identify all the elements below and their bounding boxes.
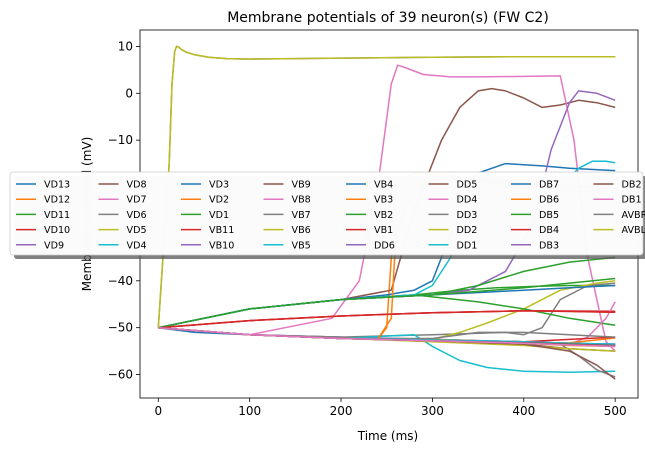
- x-tick-label: 400: [512, 404, 535, 418]
- legend-label: VD4: [127, 240, 147, 251]
- x-axis-label: Time (ms): [357, 429, 419, 443]
- y-tick-label: −60: [108, 368, 133, 382]
- y-axis: 100−10−20−30−40−50−60: [108, 39, 140, 382]
- legend-items: VD13 VD12 VD11 VD10 VD9 VD8 VD7 VD6 VD5 VD4 VD3 VD2…: [16, 180, 645, 251]
- legend-label: VD11: [44, 210, 70, 221]
- legend-label: DB1: [622, 195, 642, 206]
- legend-label: DB3: [539, 240, 559, 251]
- legend-label: VB2: [374, 210, 393, 221]
- x-tick-label: 300: [421, 404, 444, 418]
- legend-label: DD4: [457, 195, 478, 206]
- legend-label: VD2: [209, 195, 229, 206]
- legend-label: VD7: [127, 195, 147, 206]
- legend-label: VB8: [292, 195, 311, 206]
- legend-label: DD1: [457, 240, 478, 251]
- legend-label: DB2: [622, 180, 642, 191]
- series-line-db1: [158, 326, 616, 348]
- legend-label: AVBR: [622, 210, 645, 221]
- y-tick-label: 10: [118, 39, 133, 53]
- legend-label: VB6: [292, 225, 311, 236]
- legend-box: [9, 171, 644, 256]
- legend-label: VB7: [292, 210, 311, 221]
- legend-label: VD1: [209, 210, 229, 221]
- legend-label: VB1: [374, 225, 393, 236]
- legend-label: AVBL: [622, 225, 645, 236]
- legend-label: VB9: [292, 180, 311, 191]
- legend-label: VD8: [127, 180, 147, 191]
- x-axis: 0 100 200 300 400 500: [154, 398, 627, 418]
- series-line-db5: [158, 277, 616, 329]
- x-tick-label: 0: [154, 404, 162, 418]
- legend-label: DB7: [539, 180, 559, 191]
- legend-label: VB10: [209, 240, 234, 251]
- series-line-db4: [158, 310, 616, 329]
- x-tick-label: 500: [604, 404, 627, 418]
- y-tick-label: −40: [108, 274, 133, 288]
- legend-label: DD5: [457, 180, 478, 191]
- legend-label: VB4: [374, 180, 393, 191]
- legend-label: DB5: [539, 210, 559, 221]
- y-tick-label: 0: [125, 86, 133, 100]
- legend: VD13 VD12 VD11 VD10 VD9 VD8 VD7 VD6 VD5 VD4 VD3 VD2…: [9, 171, 645, 259]
- legend-label: VB5: [292, 240, 311, 251]
- legend-label: VD10: [44, 225, 70, 236]
- legend-label: VB11: [209, 225, 234, 236]
- legend-label: DB4: [539, 225, 559, 236]
- legend-label: DD3: [457, 210, 478, 221]
- legend-label: DB6: [539, 195, 559, 206]
- legend-label: DD2: [457, 225, 478, 236]
- legend-label: VD13: [44, 180, 70, 191]
- legend-label: VD5: [127, 225, 147, 236]
- legend-label: VB3: [374, 195, 393, 206]
- series-line-avbl: [157, 45, 616, 328]
- x-tick-label: 100: [238, 404, 261, 418]
- legend-label: VD6: [127, 210, 147, 221]
- chart-title: Membrane potentials of 39 neuron(s) (FW …: [227, 10, 549, 26]
- x-tick-label: 200: [330, 404, 353, 418]
- legend-label: VD12: [44, 195, 70, 206]
- y-tick-label: −10: [108, 133, 133, 147]
- legend-label: DD6: [374, 240, 395, 251]
- y-tick-label: −50: [108, 321, 133, 335]
- legend-label: VD3: [209, 180, 229, 191]
- legend-label: VD9: [44, 240, 64, 251]
